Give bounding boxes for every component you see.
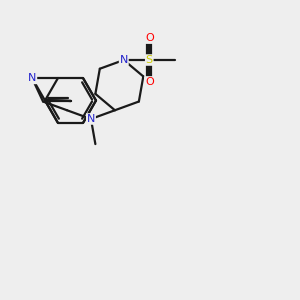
- Text: N: N: [28, 74, 36, 83]
- Text: N: N: [87, 114, 95, 124]
- Text: O: O: [145, 33, 154, 43]
- Text: S: S: [146, 55, 153, 65]
- Text: N: N: [120, 55, 128, 65]
- Text: O: O: [145, 77, 154, 87]
